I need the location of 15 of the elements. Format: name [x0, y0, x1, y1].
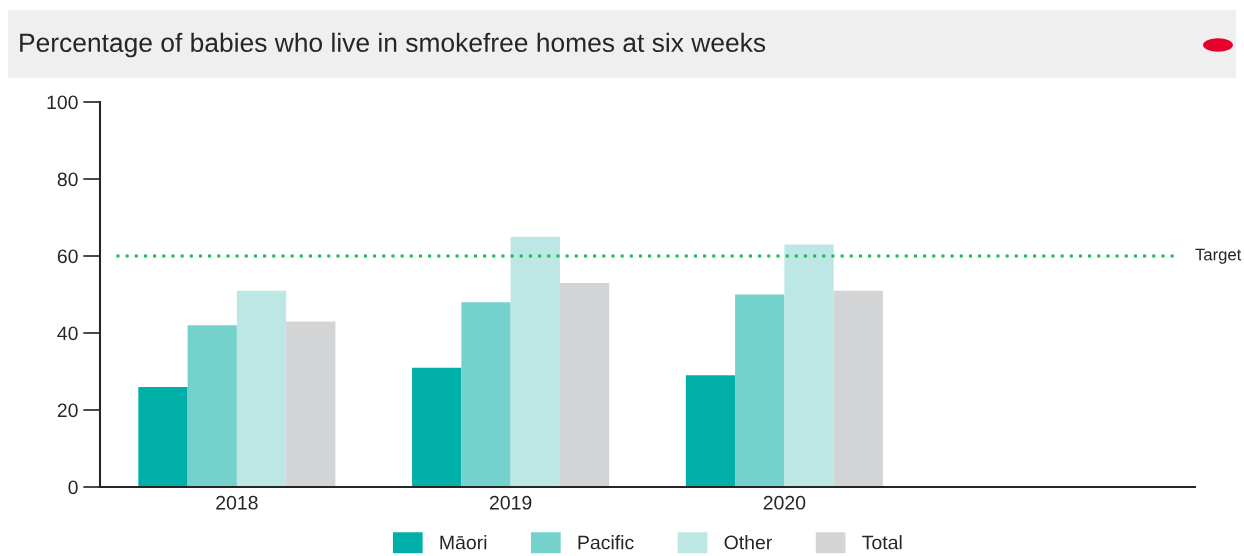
y-tick-label: 80	[57, 172, 78, 187]
x-tick-label: 2020	[763, 495, 806, 510]
x-tick-label: 2018	[216, 495, 258, 510]
y-tick-label: 20	[57, 403, 78, 418]
y-tick-label: 0	[68, 480, 78, 495]
x-tick-label: 2019	[489, 495, 532, 510]
legend-label: Māori	[440, 535, 487, 550]
ref-line-label: Target	[1195, 248, 1242, 264]
legend-label: Total	[862, 535, 902, 550]
chart-title: Percentage of babies who live in smokefree homes at six weeks	[20, 32, 766, 58]
y-tick-label: 60	[57, 249, 78, 264]
legend-label: Pacific	[578, 535, 634, 550]
y-tick-label: 40	[57, 326, 78, 341]
legend-label: Other	[724, 535, 772, 550]
y-tick-label: 100	[47, 95, 78, 110]
